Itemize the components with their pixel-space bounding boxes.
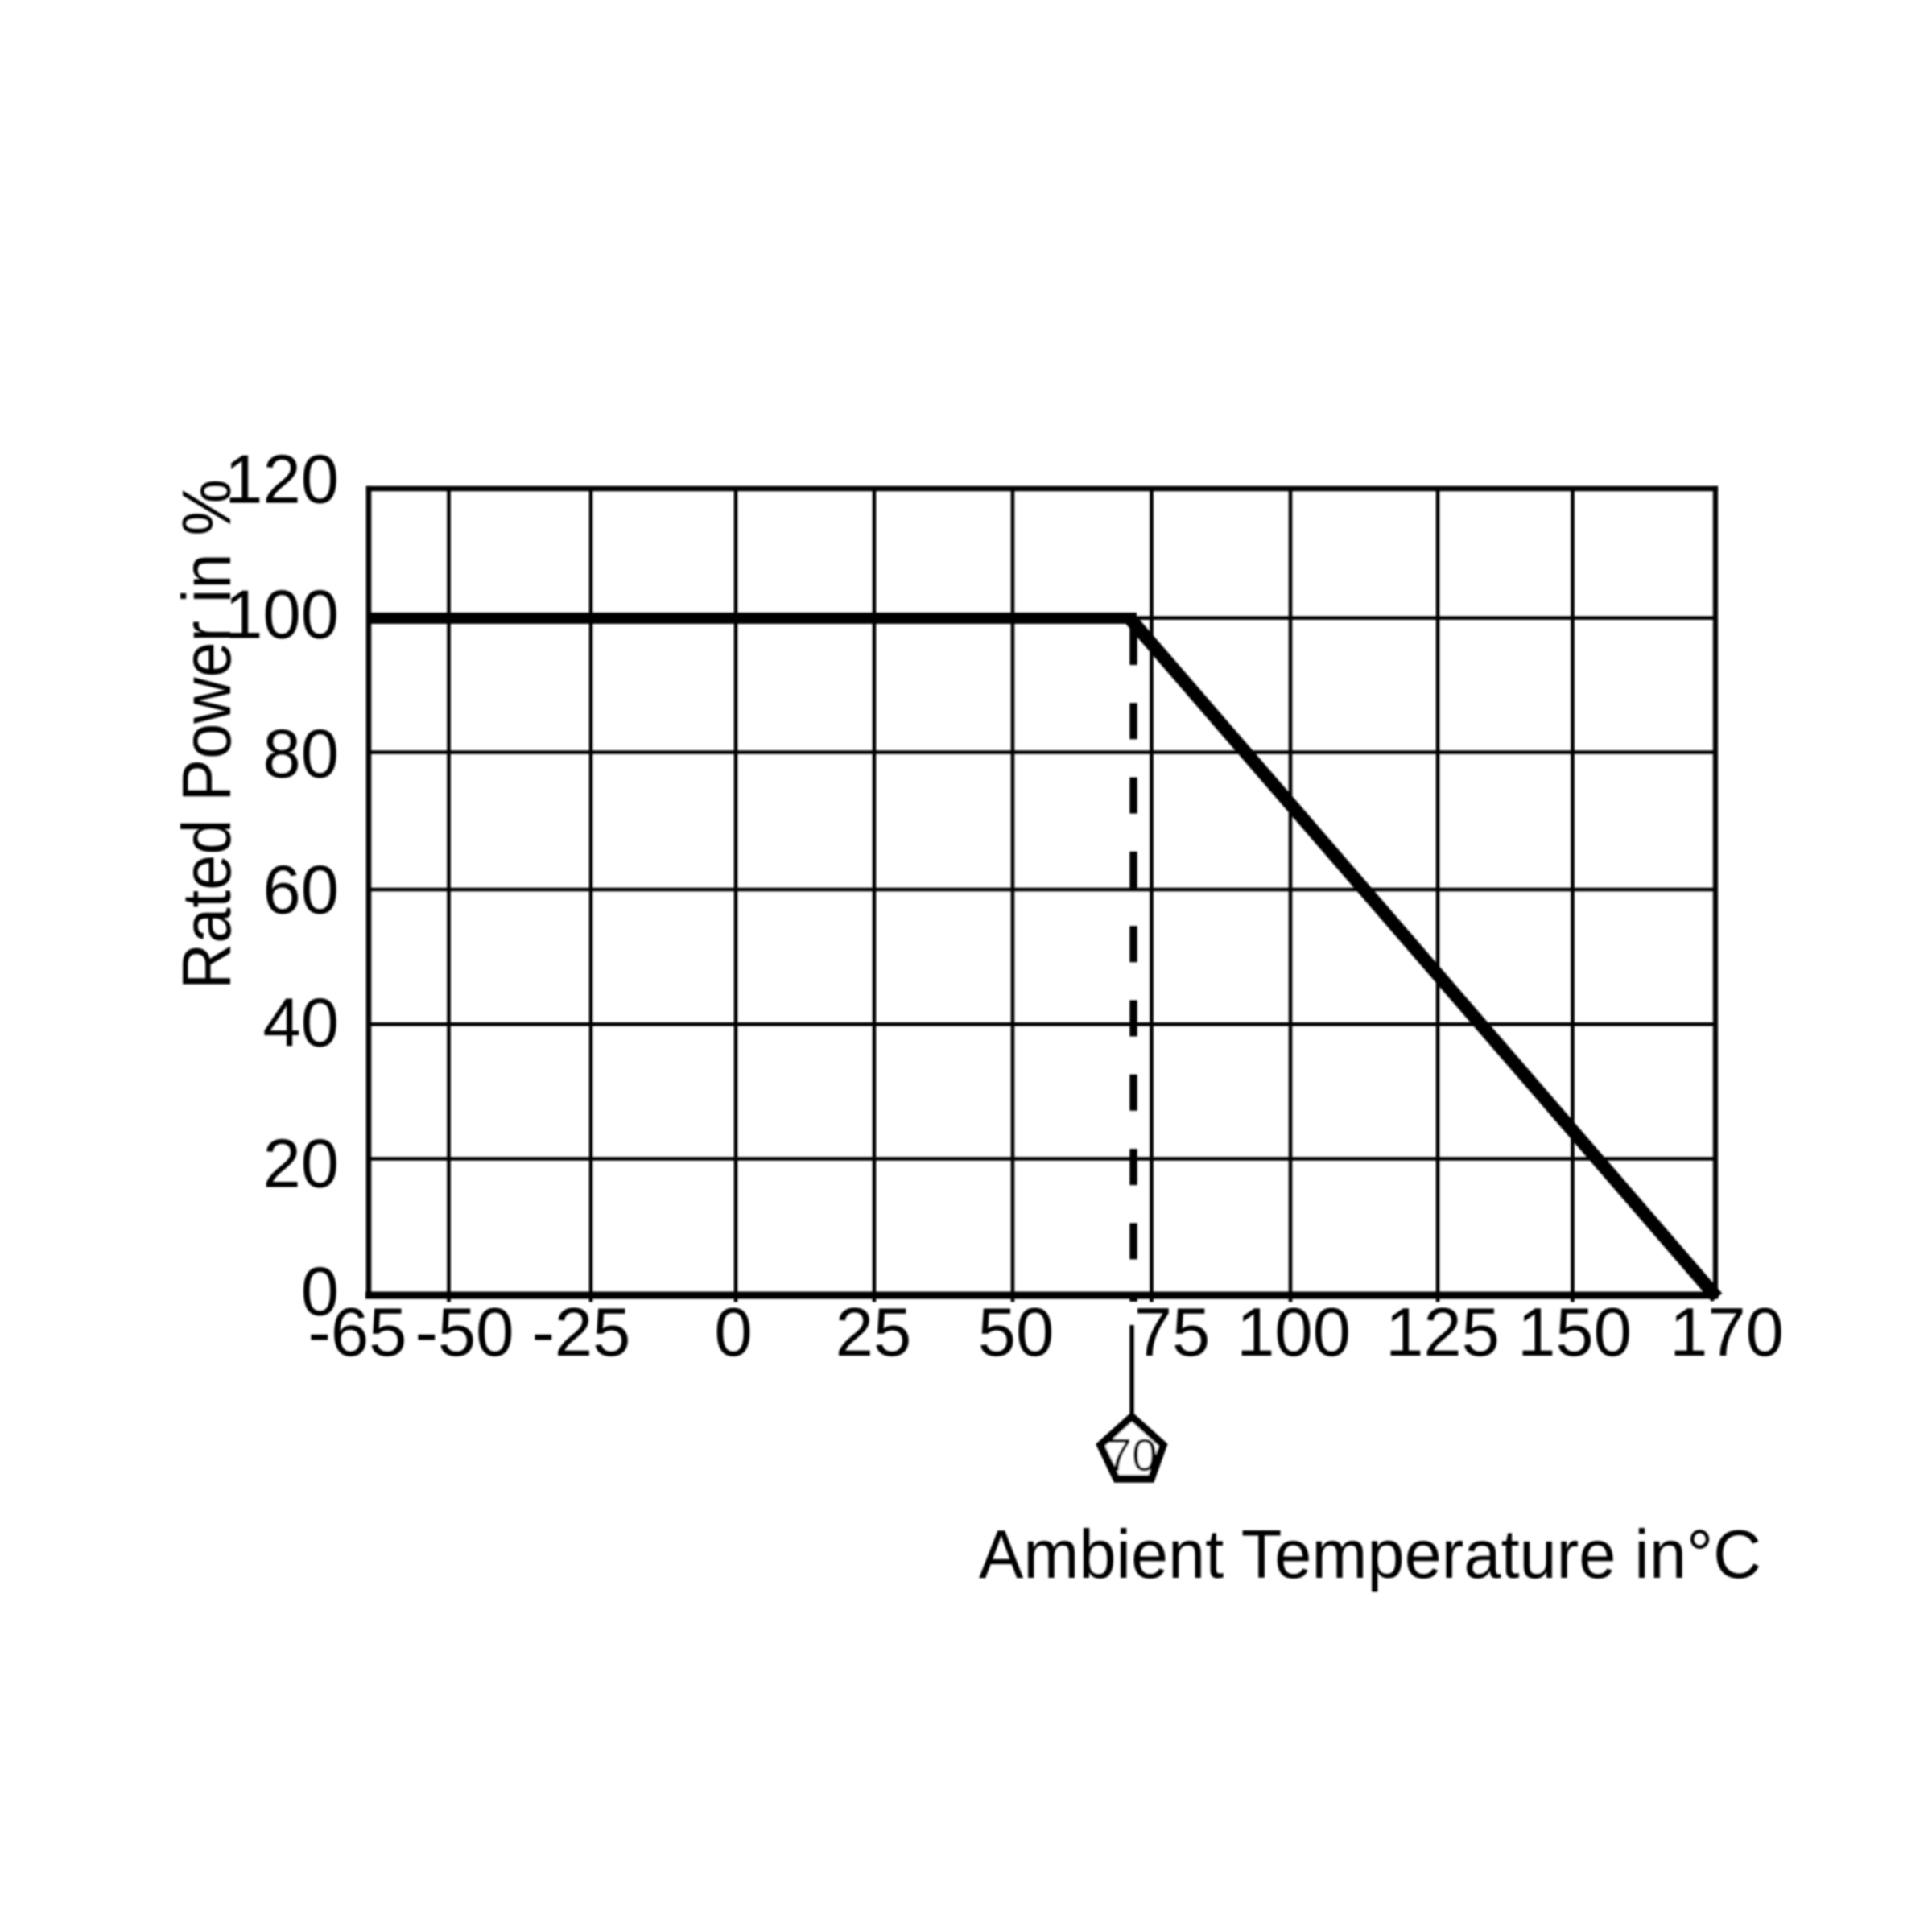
svg-text:80: 80 bbox=[262, 716, 339, 793]
svg-text:60: 60 bbox=[262, 852, 339, 929]
svg-text:-65: -65 bbox=[308, 1294, 407, 1371]
svg-text:-50: -50 bbox=[415, 1294, 514, 1371]
svg-text:25: 25 bbox=[836, 1294, 912, 1371]
svg-text:Ambient Temperature in°C: Ambient Temperature in°C bbox=[979, 1517, 1761, 1593]
svg-text:120: 120 bbox=[225, 442, 339, 518]
svg-text:-25: -25 bbox=[532, 1294, 631, 1371]
svg-text:40: 40 bbox=[262, 985, 339, 1062]
svg-text:0: 0 bbox=[714, 1294, 752, 1371]
svg-text:Rated Power in %: Rated Power in % bbox=[169, 479, 246, 989]
svg-text:100: 100 bbox=[225, 577, 339, 654]
svg-text:100: 100 bbox=[1236, 1294, 1351, 1371]
svg-text:75: 75 bbox=[1134, 1294, 1211, 1371]
svg-text:125: 125 bbox=[1385, 1294, 1500, 1371]
svg-text:170: 170 bbox=[1670, 1294, 1784, 1371]
svg-text:70: 70 bbox=[1106, 1430, 1157, 1481]
svg-text:0: 0 bbox=[301, 1254, 339, 1331]
svg-text:20: 20 bbox=[262, 1126, 339, 1203]
svg-text:50: 50 bbox=[978, 1294, 1055, 1371]
svg-text:150: 150 bbox=[1517, 1294, 1632, 1371]
